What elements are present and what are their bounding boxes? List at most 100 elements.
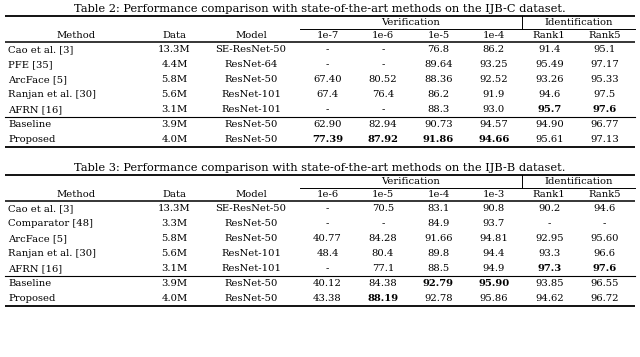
Text: PFE [35]: PFE [35] (8, 60, 52, 69)
Text: Comparator [48]: Comparator [48] (8, 219, 93, 228)
Text: 67.4: 67.4 (316, 90, 339, 99)
Text: 88.36: 88.36 (424, 75, 452, 84)
Text: -: - (381, 105, 385, 114)
Text: AFRN [16]: AFRN [16] (8, 105, 62, 114)
Text: 89.8: 89.8 (428, 249, 449, 258)
Text: 93.85: 93.85 (535, 279, 564, 288)
Text: 94.57: 94.57 (479, 120, 508, 129)
Text: 94.90: 94.90 (535, 120, 564, 129)
Text: 91.4: 91.4 (538, 45, 561, 54)
Text: Data: Data (163, 31, 186, 40)
Text: Rank5: Rank5 (588, 31, 621, 40)
Text: Verification: Verification (381, 177, 440, 186)
Text: 40.12: 40.12 (313, 279, 342, 288)
Text: 90.8: 90.8 (483, 204, 505, 213)
Text: Cao et al. [3]: Cao et al. [3] (8, 45, 74, 54)
Text: AFRN [16]: AFRN [16] (8, 264, 62, 273)
Text: -: - (326, 105, 329, 114)
Text: Table 2: Performance comparison with state-of-the-art methods on the IJB-C datas: Table 2: Performance comparison with sta… (74, 4, 566, 14)
Text: 5.6M: 5.6M (161, 90, 188, 99)
Text: 97.6: 97.6 (593, 105, 617, 114)
Text: 3.9M: 3.9M (161, 279, 188, 288)
Text: Method: Method (56, 190, 95, 199)
Text: 92.52: 92.52 (479, 75, 508, 84)
Text: Data: Data (163, 190, 186, 199)
Text: 91.66: 91.66 (424, 234, 452, 243)
Text: Verification: Verification (381, 18, 440, 27)
Text: Proposed: Proposed (8, 135, 56, 144)
Text: 3.9M: 3.9M (161, 120, 188, 129)
Text: 88.3: 88.3 (428, 105, 449, 114)
Text: ResNet-50: ResNet-50 (225, 234, 278, 243)
Text: Proposed: Proposed (8, 294, 56, 303)
Text: 82.94: 82.94 (369, 120, 397, 129)
Text: 94.62: 94.62 (535, 294, 564, 303)
Text: 43.38: 43.38 (313, 294, 342, 303)
Text: 4.0M: 4.0M (161, 135, 188, 144)
Text: ResNet-50: ResNet-50 (225, 294, 278, 303)
Text: 67.40: 67.40 (313, 75, 342, 84)
Text: 97.17: 97.17 (590, 60, 619, 69)
Text: 94.9: 94.9 (483, 264, 505, 273)
Text: Rank1: Rank1 (533, 31, 566, 40)
Text: 70.5: 70.5 (372, 204, 394, 213)
Text: 4.0M: 4.0M (161, 294, 188, 303)
Text: 95.1: 95.1 (593, 45, 616, 54)
Text: -: - (326, 204, 329, 213)
Text: 13.3M: 13.3M (158, 204, 191, 213)
Text: Method: Method (56, 31, 95, 40)
Text: 87.92: 87.92 (367, 135, 399, 144)
Text: 5.6M: 5.6M (161, 249, 188, 258)
Text: Rank5: Rank5 (588, 190, 621, 199)
Text: 93.3: 93.3 (538, 249, 561, 258)
Text: 89.64: 89.64 (424, 60, 452, 69)
Text: 96.77: 96.77 (591, 120, 619, 129)
Text: Model: Model (235, 31, 267, 40)
Text: 94.6: 94.6 (538, 90, 561, 99)
Text: 96.72: 96.72 (591, 294, 619, 303)
Text: 95.90: 95.90 (478, 279, 509, 288)
Text: 97.3: 97.3 (537, 264, 561, 273)
Text: 40.77: 40.77 (313, 234, 342, 243)
Text: 95.61: 95.61 (535, 135, 564, 144)
Text: 96.6: 96.6 (594, 249, 616, 258)
Text: 93.0: 93.0 (483, 105, 505, 114)
Text: 97.6: 97.6 (593, 264, 617, 273)
Text: 86.2: 86.2 (428, 90, 449, 99)
Text: 77.39: 77.39 (312, 135, 343, 144)
Text: 48.4: 48.4 (316, 249, 339, 258)
Text: ArcFace [5]: ArcFace [5] (8, 75, 67, 84)
Text: Model: Model (235, 190, 267, 199)
Text: 93.26: 93.26 (535, 75, 563, 84)
Text: Baseline: Baseline (8, 120, 51, 129)
Text: 97.5: 97.5 (593, 90, 616, 99)
Text: Baseline: Baseline (8, 279, 51, 288)
Text: -: - (326, 45, 329, 54)
Text: 86.2: 86.2 (483, 45, 505, 54)
Text: 4.4M: 4.4M (161, 60, 188, 69)
Text: Table 3: Performance comparison with state-of-the-art methods on the IJB-B datas: Table 3: Performance comparison with sta… (74, 163, 566, 173)
Text: SE-ResNet-50: SE-ResNet-50 (216, 204, 287, 213)
Text: 91.86: 91.86 (423, 135, 454, 144)
Text: 95.60: 95.60 (591, 234, 619, 243)
Text: 3.3M: 3.3M (161, 219, 188, 228)
Text: 90.2: 90.2 (538, 204, 561, 213)
Text: ResNet-64: ResNet-64 (225, 60, 278, 69)
Text: ResNet-101: ResNet-101 (221, 105, 281, 114)
Text: 5.8M: 5.8M (161, 75, 188, 84)
Text: 95.86: 95.86 (479, 294, 508, 303)
Text: ResNet-50: ResNet-50 (225, 120, 278, 129)
Text: 95.7: 95.7 (537, 105, 561, 114)
Text: SE-ResNet-50: SE-ResNet-50 (216, 45, 287, 54)
Text: 1e-4: 1e-4 (428, 190, 449, 199)
Text: 1e-6: 1e-6 (317, 190, 339, 199)
Text: 5.8M: 5.8M (161, 234, 188, 243)
Text: 88.19: 88.19 (367, 294, 399, 303)
Text: 1e-7: 1e-7 (316, 31, 339, 40)
Text: 92.79: 92.79 (423, 279, 454, 288)
Text: -: - (603, 219, 606, 228)
Text: 1e-6: 1e-6 (372, 31, 394, 40)
Text: 90.73: 90.73 (424, 120, 452, 129)
Text: 84.28: 84.28 (369, 234, 397, 243)
Text: Ranjan et al. [30]: Ranjan et al. [30] (8, 249, 96, 258)
